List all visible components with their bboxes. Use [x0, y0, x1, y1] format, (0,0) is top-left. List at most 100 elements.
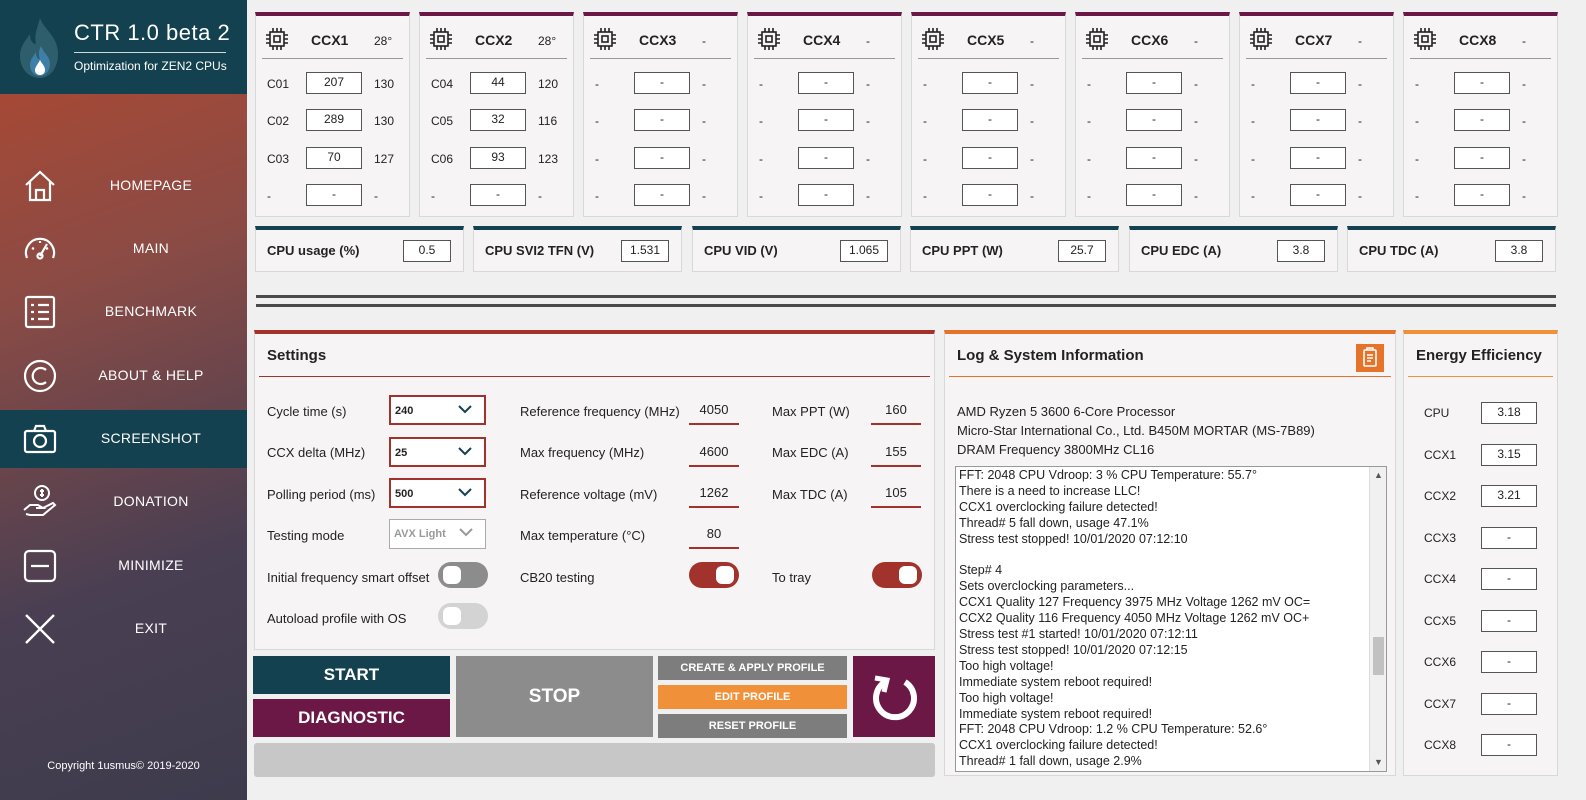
- nav-label: SCREENSHOT: [100, 430, 202, 446]
- max-ppt-label: Max PPT (W): [772, 404, 850, 419]
- cpu-chip-icon: [1086, 28, 1108, 50]
- divider: [259, 376, 930, 377]
- core-value: -: [1126, 147, 1182, 169]
- autoload-toggle[interactable]: [438, 603, 488, 629]
- core-quality: -: [866, 152, 870, 166]
- reset-profile-button[interactable]: RESET PROFILE: [658, 714, 847, 738]
- start-button[interactable]: START: [253, 656, 450, 694]
- core-row: ---: [748, 72, 901, 96]
- edit-profile-button[interactable]: EDIT PROFILE: [658, 685, 847, 709]
- divider: [754, 58, 895, 59]
- cycle-time-label: Cycle time (s): [267, 404, 347, 419]
- core-quality: -: [1194, 114, 1198, 128]
- nav-donation[interactable]: DONATION: [0, 473, 247, 531]
- cb20-toggle[interactable]: [689, 562, 739, 588]
- tray-toggle[interactable]: [872, 562, 922, 588]
- core-quality: -: [1030, 189, 1034, 203]
- smart-offset-toggle[interactable]: [438, 562, 488, 588]
- polling-select[interactable]: 500: [389, 478, 486, 508]
- core-row: C06 93 123: [420, 147, 573, 171]
- core-value: -: [1454, 184, 1510, 206]
- core-row: ---: [748, 147, 901, 171]
- metric-label: CPU SVI2 TFN (V): [485, 243, 595, 258]
- core-id: -: [759, 77, 763, 91]
- core-value: -: [1454, 147, 1510, 169]
- ref-freq-input[interactable]: 4050: [689, 395, 739, 425]
- energy-value: -: [1481, 692, 1537, 715]
- core-row: C01 207 130: [256, 72, 409, 96]
- copyright-icon: [23, 359, 57, 393]
- scroll-up-icon[interactable]: ▲: [1374, 470, 1383, 480]
- divider: [256, 304, 1556, 307]
- max-freq-input[interactable]: 4600: [689, 437, 739, 467]
- core-value: -: [634, 184, 690, 206]
- max-temp-input[interactable]: 80: [689, 519, 739, 549]
- gauge-icon: [24, 237, 56, 260]
- core-quality: -: [1194, 152, 1198, 166]
- sysinfo-cpu: AMD Ryzen 5 3600 6-Core Processor: [957, 404, 1176, 419]
- log-line: Stress test stopped! 10/01/2020 07:12:15: [959, 642, 1188, 657]
- core-value: 44: [470, 72, 526, 94]
- refresh-button[interactable]: [853, 656, 935, 737]
- core-quality: -: [1358, 152, 1362, 166]
- diagnostic-button[interactable]: DIAGNOSTIC: [253, 699, 450, 737]
- stop-button[interactable]: STOP: [456, 656, 653, 737]
- nav-about-help[interactable]: ABOUT & HELP: [0, 347, 247, 405]
- log-scrollbar[interactable]: ▲ ▼: [1369, 467, 1386, 771]
- nav-benchmark[interactable]: BENCHMARK: [0, 283, 247, 341]
- core-value: -: [470, 184, 526, 206]
- scroll-thumb[interactable]: [1373, 637, 1384, 675]
- nav-screenshot[interactable]: SCREENSHOT: [0, 410, 247, 468]
- core-id: -: [1087, 152, 1091, 166]
- nav-main[interactable]: MAIN: [0, 220, 247, 278]
- core-row: ---: [1404, 184, 1557, 208]
- core-row: C05 32 116: [420, 109, 573, 133]
- max-ppt-input[interactable]: 160: [871, 395, 921, 425]
- create-apply-profile-button[interactable]: CREATE & APPLY PROFILE: [658, 656, 847, 680]
- metric-cpu-edc: CPU EDC (A) 3.8: [1129, 226, 1338, 272]
- cycle-time-select[interactable]: 240: [389, 395, 486, 425]
- scroll-down-icon[interactable]: ▼: [1374, 757, 1383, 767]
- cb20-label: CB20 testing: [520, 570, 595, 585]
- clipboard-icon[interactable]: [1356, 344, 1384, 372]
- ccx-temp: 28°: [538, 34, 557, 48]
- divider: [949, 376, 1391, 377]
- nav-minimize[interactable]: MINIMIZE: [0, 537, 247, 595]
- core-id: -: [1251, 114, 1255, 128]
- core-quality: 120: [538, 77, 559, 91]
- log-textarea[interactable]: FFT: 2048 CPU Vdroop: 3 % CPU Temperatur…: [955, 466, 1387, 772]
- select-value: 500: [395, 488, 414, 500]
- core-value: -: [634, 109, 690, 131]
- core-value: 93: [470, 147, 526, 169]
- energy-label: CPU: [1424, 406, 1450, 420]
- toggle-knob: [443, 607, 461, 625]
- max-edc-input[interactable]: 155: [871, 437, 921, 467]
- core-value: -: [634, 147, 690, 169]
- core-value: 207: [306, 72, 362, 94]
- max-tdc-label: Max TDC (A): [772, 487, 848, 502]
- divider: [426, 58, 567, 59]
- ref-volt-input[interactable]: 1262: [689, 478, 739, 508]
- energy-value: -: [1481, 568, 1537, 590]
- energy-label: CCX7: [1424, 696, 1457, 711]
- nav-homepage[interactable]: HOMEPAGE: [0, 157, 247, 215]
- ccx-temp: -: [866, 34, 870, 48]
- core-value: -: [962, 184, 1018, 206]
- ccx-name: CCX6: [1131, 32, 1169, 48]
- metric-cpu-svi2: CPU SVI2 TFN (V) 1.531: [473, 226, 682, 272]
- energy-value: 3.18: [1481, 402, 1537, 424]
- energy-label: CCX2: [1424, 489, 1457, 503]
- nav-exit[interactable]: EXIT: [0, 600, 247, 658]
- max-tdc-input[interactable]: 105: [871, 478, 921, 508]
- testing-mode-select[interactable]: AVX Light: [389, 519, 486, 549]
- core-quality: -: [1358, 189, 1362, 203]
- ccx-delta-select[interactable]: 25: [389, 437, 486, 467]
- max-edc-label: Max EDC (A): [772, 445, 849, 460]
- camera-icon: [23, 424, 57, 454]
- core-quality: -: [702, 189, 706, 203]
- core-row: ---: [748, 109, 901, 133]
- chevron-down-icon: [458, 447, 472, 456]
- core-id: C01: [267, 77, 290, 91]
- metric-cpu-usage: CPU usage (%) 0.5: [255, 226, 464, 272]
- energy-label: CCX3: [1424, 530, 1457, 545]
